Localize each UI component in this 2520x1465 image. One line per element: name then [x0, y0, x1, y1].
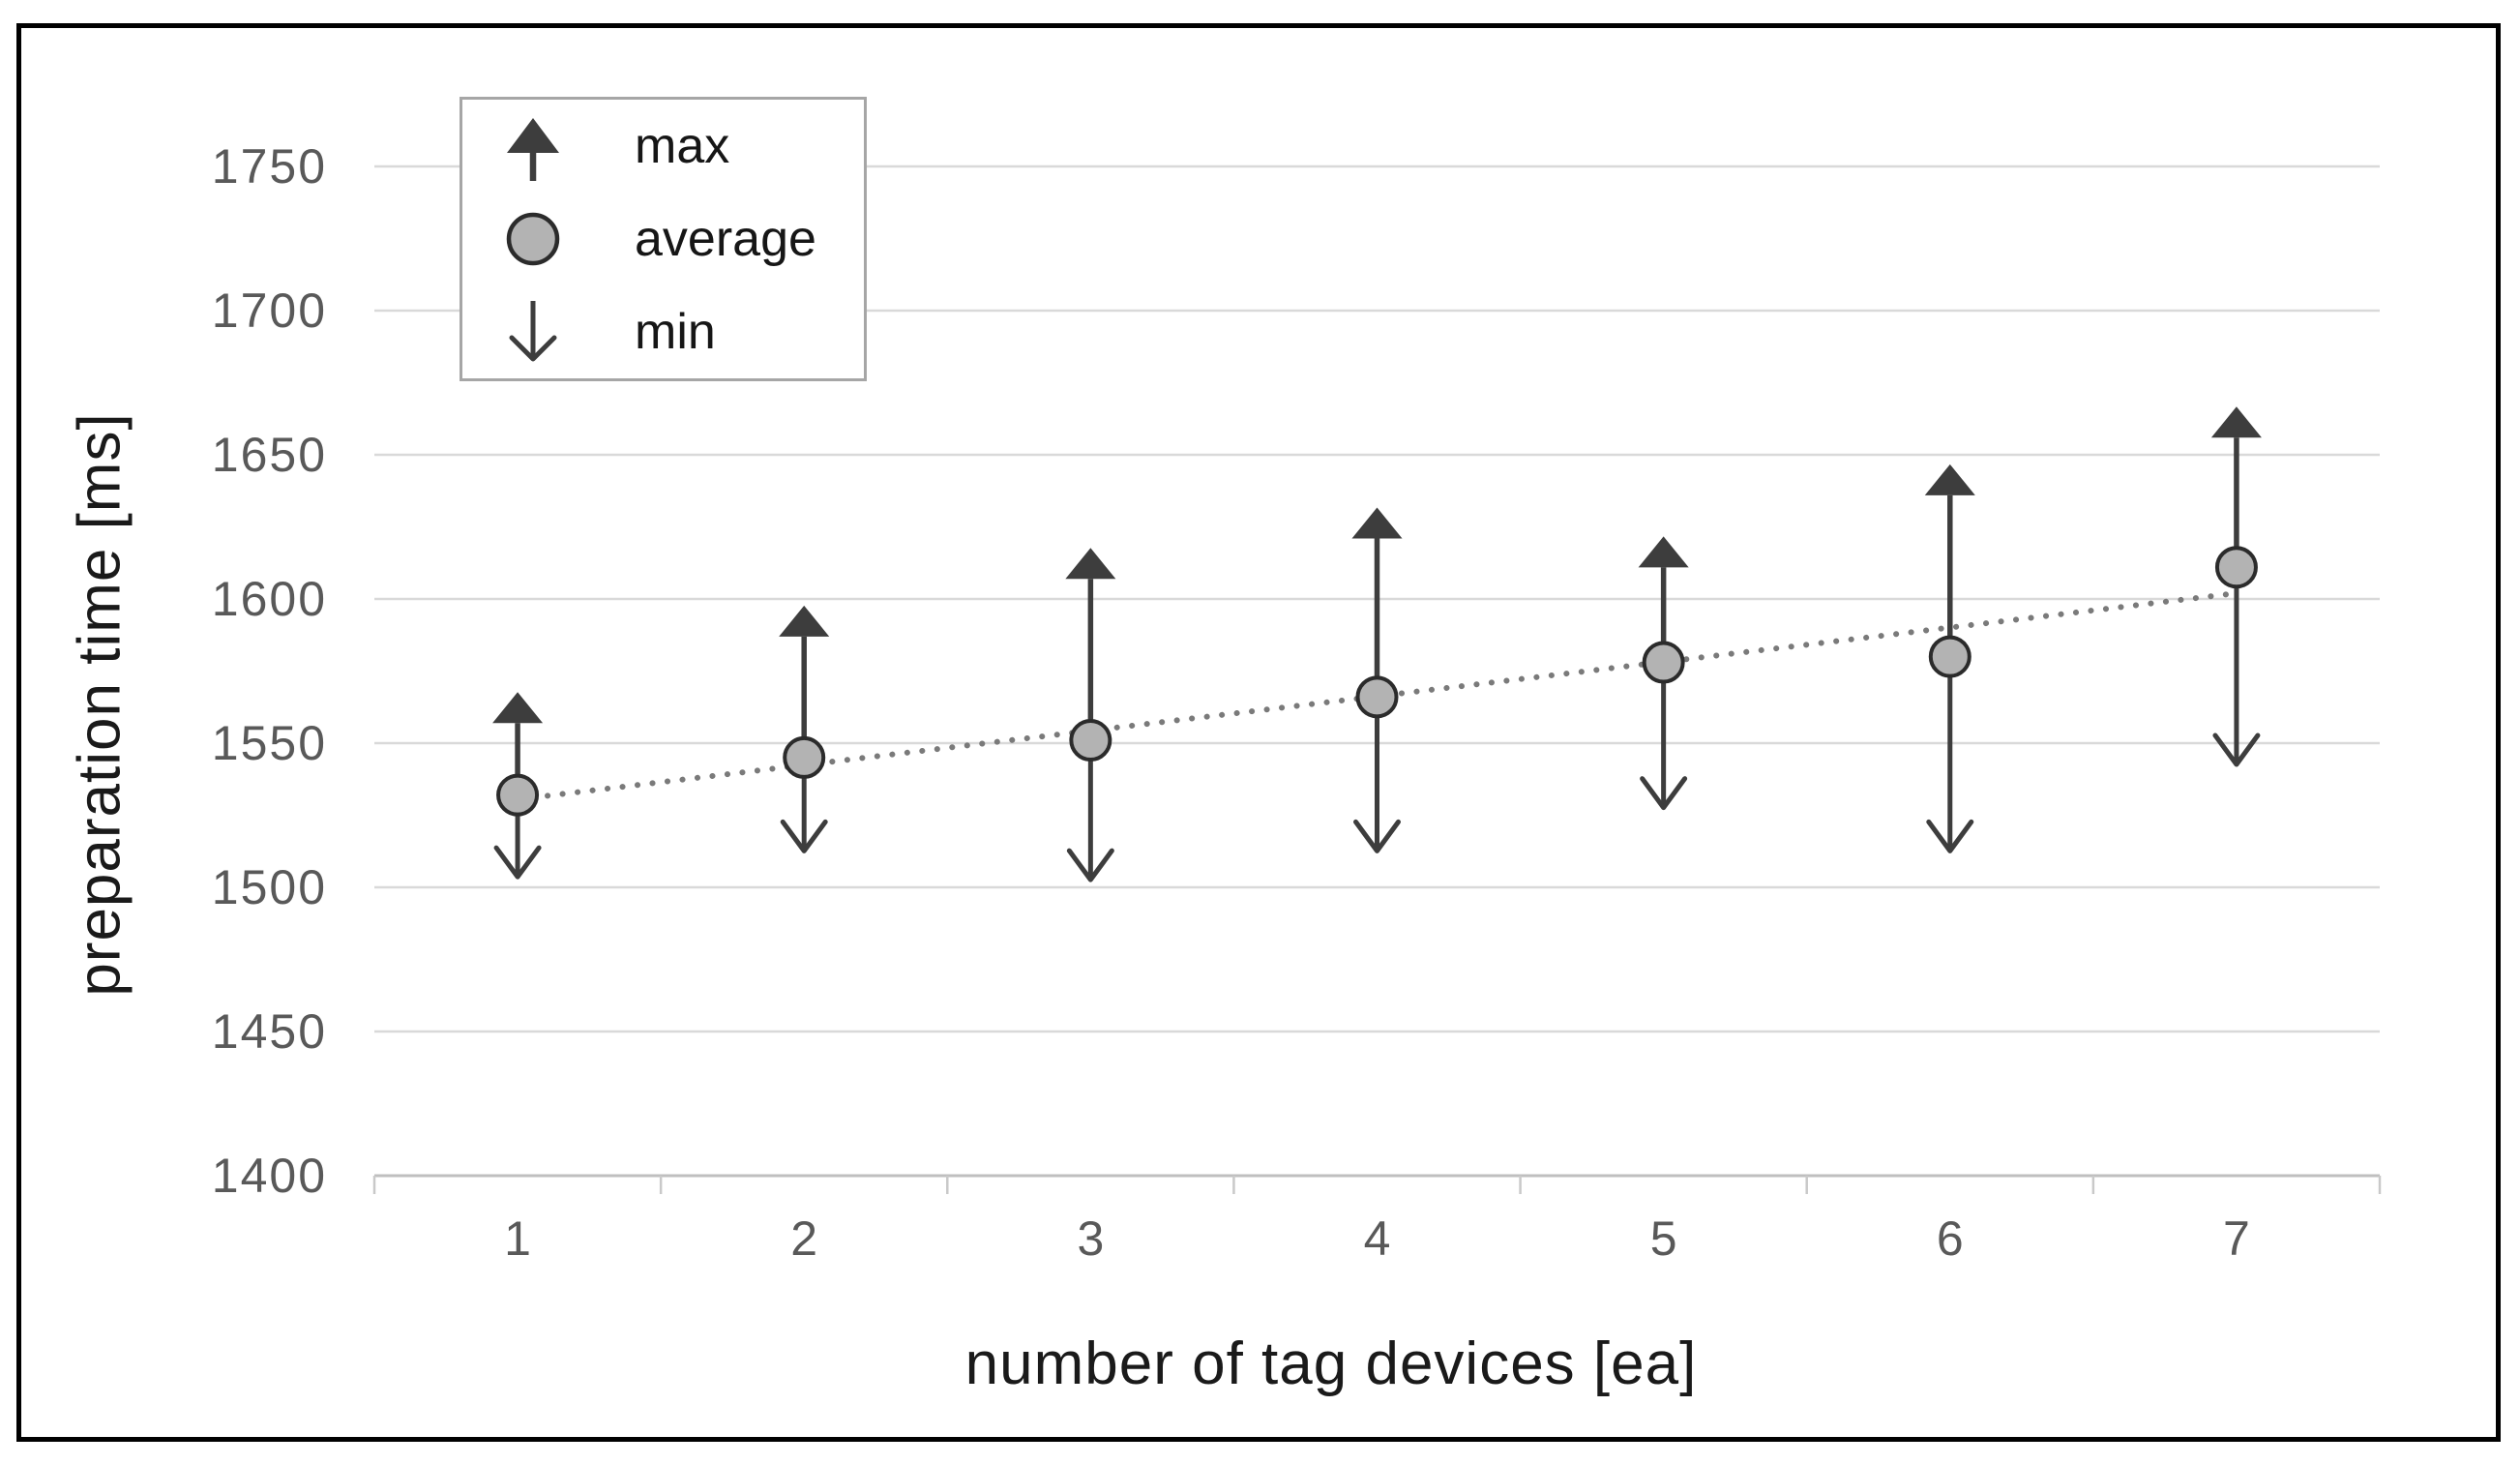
min-arrow-head: [1066, 848, 1114, 882]
y-tick-label: 1600: [212, 572, 327, 626]
average-circle-icon: [506, 212, 560, 266]
average-marker: [1642, 641, 1685, 684]
legend: max average min: [460, 97, 867, 381]
max-arrow-head: [1351, 507, 1403, 539]
max-arrow-head: [1065, 548, 1116, 580]
min-arrow-head: [1353, 819, 1401, 853]
x-tick-label: 5: [1650, 1211, 1677, 1266]
average-marker: [1355, 675, 1399, 719]
max-arrow-head: [492, 692, 544, 724]
average-marker: [2214, 546, 2258, 589]
min-arrow-head: [780, 819, 828, 853]
min-down-arrow-icon: [509, 301, 557, 362]
max-up-arrow-icon: [507, 118, 559, 181]
max-arrow-head: [2210, 406, 2262, 438]
min-arrow-head: [2212, 732, 2261, 767]
average-marker: [1928, 635, 1972, 678]
y-axis-title: preparation time [ms]: [66, 412, 133, 997]
min-arrow-head: [493, 845, 542, 880]
y-tick-label: 1750: [212, 139, 327, 194]
average-marker: [783, 735, 826, 779]
y-tick-label: 1400: [212, 1149, 327, 1203]
y-tick-label: 1550: [212, 716, 327, 770]
min-arrow-head: [1926, 819, 1974, 853]
max-arrow-head: [1638, 536, 1689, 568]
legend-label-average: average: [635, 211, 816, 267]
x-tick-label: 7: [2223, 1211, 2250, 1266]
min-arrow-head: [1640, 776, 1688, 811]
max-arrow-head: [1924, 463, 1975, 495]
legend-label-min: min: [635, 304, 716, 360]
x-tick-label: 2: [790, 1211, 817, 1266]
average-marker: [1069, 719, 1112, 762]
x-tick-label: 6: [1937, 1211, 1964, 1266]
figure-border: [16, 23, 2501, 1442]
legend-item-max: max: [462, 100, 864, 193]
y-tick-label: 1500: [212, 860, 327, 914]
x-axis-title: number of tag devices [ea]: [964, 1330, 1698, 1397]
legend-item-min: min: [462, 285, 864, 378]
legend-item-average: average: [462, 193, 864, 285]
average-marker: [496, 773, 540, 817]
x-tick-label: 4: [1364, 1211, 1391, 1266]
x-tick-label: 1: [504, 1211, 531, 1266]
legend-label-max: max: [635, 118, 730, 174]
max-arrow-head: [779, 605, 830, 637]
y-tick-label: 1450: [212, 1004, 327, 1059]
y-tick-label: 1700: [212, 284, 327, 338]
x-tick-label: 3: [1077, 1211, 1104, 1266]
y-tick-label: 1650: [212, 428, 327, 482]
